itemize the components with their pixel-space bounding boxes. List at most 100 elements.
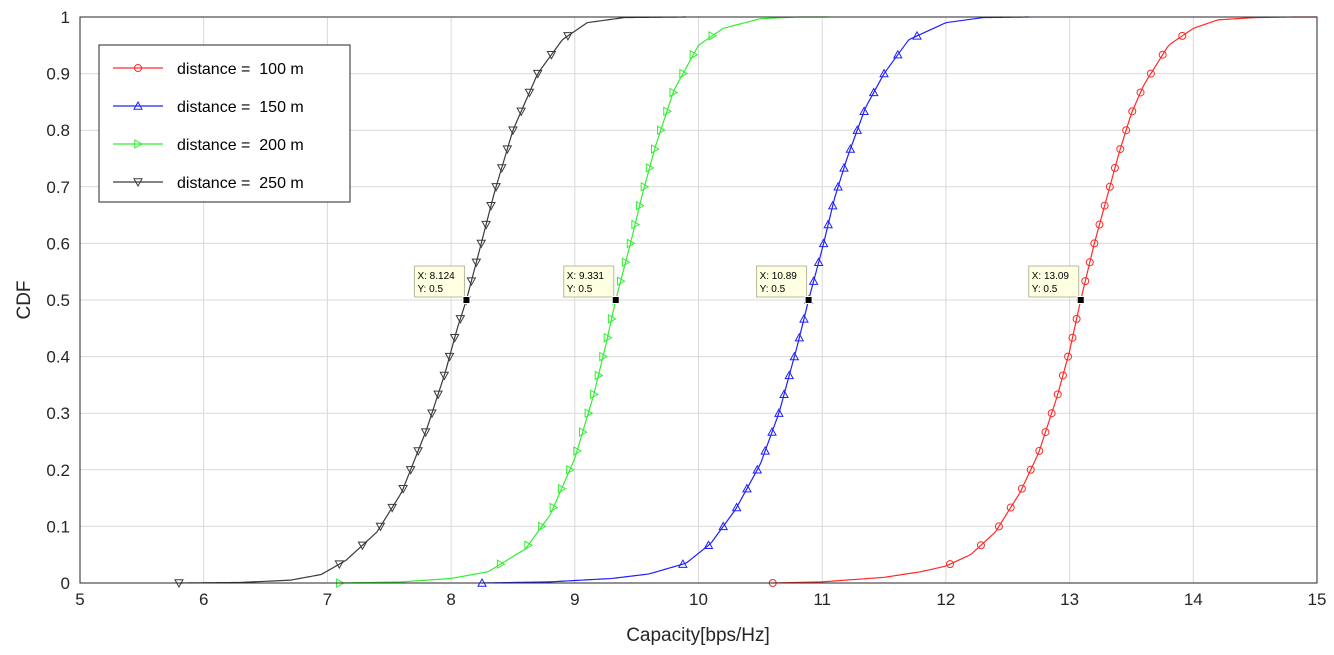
triangle-right-marker: [607, 314, 617, 324]
triangle-up-marker: [703, 540, 714, 549]
triangle-right-marker: [524, 540, 534, 551]
triangle-down-marker: [546, 51, 557, 60]
circle-marker: [1110, 163, 1119, 172]
triangle-right-marker: [621, 257, 631, 268]
x-tick-label: 6: [199, 590, 208, 609]
circle-marker: [1095, 220, 1104, 229]
x-tick-labels: 5 6 7 8 9 10 11 12 13 14 15: [75, 590, 1326, 609]
legend-label: distance = 250 m: [177, 175, 304, 192]
triangle-up-marker: [774, 408, 784, 417]
circle-marker: [1146, 69, 1155, 78]
triangle-down-marker: [433, 390, 443, 400]
triangle-up-marker: [859, 106, 869, 116]
triangle-up-marker: [912, 30, 922, 40]
triangle-right-marker: [538, 521, 547, 532]
triangle-right-marker: [594, 370, 604, 381]
datatip-x: X: 9.331: [567, 271, 605, 282]
triangle-right-marker: [496, 559, 506, 569]
triangle-up-marker: [779, 389, 789, 399]
circle-marker: [1041, 428, 1050, 437]
triangle-down-marker: [516, 107, 527, 117]
circle-marker: [1122, 126, 1131, 135]
x-tick-label: 8: [446, 590, 455, 609]
series-markers: [174, 30, 1187, 589]
triangle-down-marker: [439, 371, 450, 381]
legend-label: distance = 150 m: [177, 99, 304, 116]
circle-marker: [1100, 201, 1109, 210]
plot-frame: [79, 16, 1318, 584]
triangle-down-marker: [398, 484, 408, 494]
triangle-right-marker: [134, 139, 144, 149]
triangle-down-marker: [387, 503, 398, 513]
triangle-down-marker: [496, 164, 507, 173]
y-tick-label: 0.7: [46, 178, 70, 197]
triangle-up-marker: [752, 464, 763, 474]
triangle-right-marker: [573, 446, 583, 456]
triangle-down-marker: [524, 88, 535, 98]
triangle-down-marker: [476, 239, 487, 249]
triangle-right-marker: [669, 87, 679, 98]
triangle-up-marker: [794, 332, 805, 342]
triangle-down-marker: [466, 277, 477, 287]
legend: distance = 100 m distance = 150 m distance…: [98, 44, 351, 203]
datatip-box: [756, 265, 808, 298]
circle-marker: [1090, 239, 1099, 248]
x-tick-label: 11: [813, 590, 831, 609]
x-tick-label: 10: [689, 590, 708, 609]
datatip-box: [563, 265, 615, 298]
triangle-up-marker: [789, 351, 800, 361]
triangle-down-marker: [532, 69, 543, 79]
datatip-x: X: 10.89: [760, 271, 798, 282]
y-tick-label: 0.6: [46, 234, 70, 253]
triangle-right-marker: [663, 106, 672, 117]
triangle-down-marker: [375, 522, 386, 532]
y-tick-label: 0.9: [46, 65, 70, 84]
legend-label: distance = 100 m: [177, 61, 304, 78]
triangle-up-marker: [808, 276, 819, 285]
y-tick-label: 0.8: [46, 121, 70, 140]
triangle-down-marker: [427, 409, 437, 419]
triangle-up-marker: [827, 200, 838, 210]
y-tick-label: 1: [61, 8, 70, 27]
triangle-down-marker: [334, 560, 345, 570]
triangle-up-marker: [133, 100, 143, 110]
triangle-down-marker: [481, 220, 491, 230]
triangle-down-marker: [420, 428, 431, 438]
triangle-right-marker: [599, 351, 609, 362]
circle-marker: [1053, 390, 1062, 399]
triangle-down-marker: [563, 32, 573, 41]
y-tick-labels: 0 0.1 0.2 0.3 0.4 0.5 0.6 0.7 0.8 0.9 1: [46, 8, 70, 593]
series-line: [772, 16, 1317, 584]
circle-marker: [1072, 314, 1081, 323]
triangle-right-marker: [566, 464, 575, 475]
circle-marker: [1105, 182, 1114, 191]
triangle-up-marker: [718, 521, 729, 531]
circle-marker: [1068, 333, 1077, 342]
triangle-down-marker: [444, 352, 455, 362]
circle-marker: [946, 560, 955, 569]
triangle-up-marker: [678, 559, 688, 568]
y-tick-label: 0.5: [46, 291, 70, 310]
triangle-right-marker: [616, 276, 626, 286]
triangle-right-marker: [708, 31, 718, 41]
triangle-up-marker: [852, 125, 863, 134]
y-tick-label: 0.2: [46, 461, 70, 480]
datatip-marker: [804, 296, 813, 304]
triangle-down-marker: [502, 145, 513, 155]
circle-marker: [1064, 352, 1073, 361]
circle-marker: [994, 522, 1003, 531]
triangle-right-marker: [549, 502, 559, 513]
circle-marker: [1081, 277, 1090, 286]
legend-label: distance = 200 m: [177, 137, 304, 154]
triangle-up-marker: [818, 238, 829, 248]
y-tick-label: 0.1: [46, 517, 70, 536]
triangle-up-marker: [813, 257, 824, 266]
triangle-down-marker: [449, 334, 460, 343]
circle-marker: [1116, 145, 1125, 154]
triangle-up-marker: [760, 445, 771, 455]
x-tick-label: 15: [1308, 590, 1327, 609]
circle-marker: [1035, 446, 1044, 455]
datatip-marker: [462, 296, 471, 304]
triangle-up-marker: [767, 427, 777, 436]
datatip-box: [413, 265, 465, 298]
